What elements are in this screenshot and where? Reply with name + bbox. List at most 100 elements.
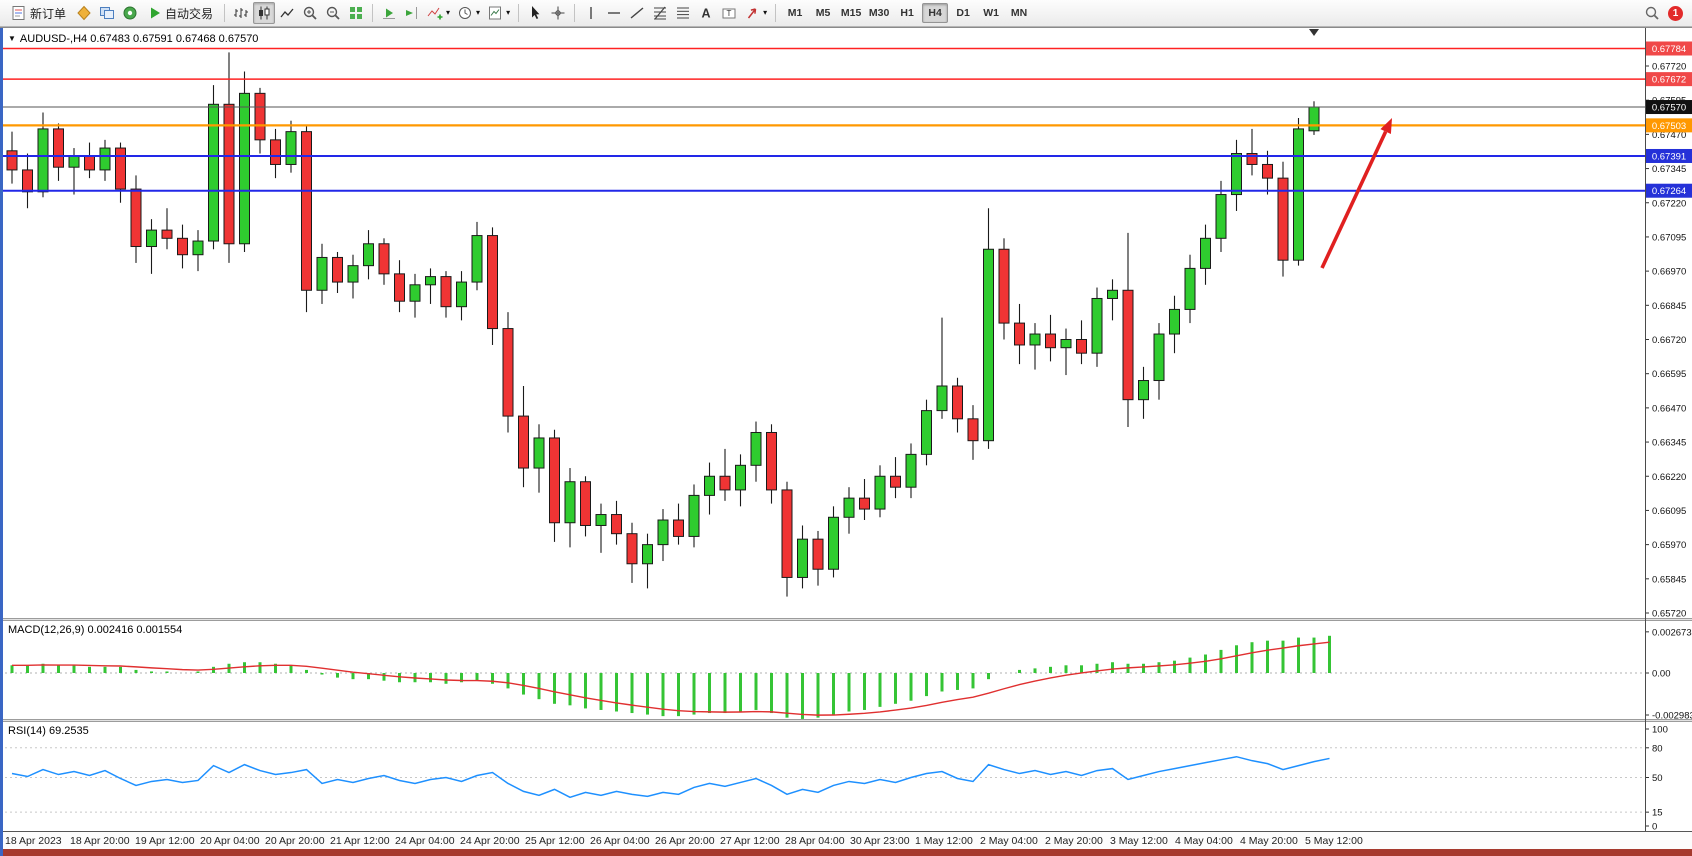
macd-signal-line <box>12 641 1330 716</box>
arrows-tool-icon <box>744 5 760 21</box>
arrows-tool-button[interactable]: ▾ <box>741 2 770 24</box>
tile-windows-button[interactable] <box>345 2 367 24</box>
cycle-lines-tool-button[interactable] <box>672 2 694 24</box>
macd-indicator-label: MACD(12,26,9) 0.002416 0.001554 <box>8 624 183 636</box>
vertical-line-tool-button[interactable] <box>580 2 602 24</box>
resistance-line-2-price-label: 0.67672 <box>1652 75 1686 86</box>
market-button[interactable] <box>73 2 95 24</box>
timeframe-button-m5[interactable]: M5 <box>815 7 831 19</box>
vertical-line-icon <box>583 5 599 21</box>
horizontal-line-tool-button[interactable] <box>603 2 625 24</box>
rsi-panel[interactable]: 100 80 50 15 0 <box>0 722 1692 831</box>
chart-title-caret[interactable]: ▼ <box>8 34 16 43</box>
line-chart-button[interactable] <box>276 2 298 24</box>
timeframe-button-w1[interactable]: W1 <box>983 7 999 19</box>
crosshair-icon <box>550 5 566 21</box>
timeframe-button-mn[interactable]: MN <box>1010 7 1028 19</box>
timeframe-button-m15[interactable]: M15 <box>840 7 862 19</box>
candle <box>580 476 591 537</box>
zoom-out-icon <box>325 5 341 21</box>
candle <box>301 126 312 313</box>
price-tick-label: 0.67345 <box>1652 164 1686 175</box>
candle <box>1138 366 1149 419</box>
price-tick-label: 0.67720 <box>1652 62 1686 73</box>
toolbar-separator <box>775 4 777 22</box>
chart-shift-button[interactable] <box>401 2 423 24</box>
candle <box>146 219 157 274</box>
candle <box>1045 314 1056 362</box>
candle <box>812 530 824 586</box>
time-axis-label: 19 Apr 12:00 <box>135 835 195 847</box>
candle <box>967 405 979 460</box>
price-tick-label: 0.66720 <box>1652 335 1686 346</box>
time-axis-label: 30 Apr 23:00 <box>850 835 910 847</box>
price-tick-label: 0.66595 <box>1652 369 1686 380</box>
autotrading-button[interactable]: 自动交易 <box>142 2 219 24</box>
candle <box>1014 303 1025 365</box>
support-line-blue-2-price-box <box>1646 183 1692 198</box>
price-tick-label: 0.67220 <box>1652 198 1686 209</box>
time-axis-label: 18 Apr 2023 <box>5 835 62 847</box>
cursor-icon <box>527 5 543 21</box>
bar-chart-button[interactable] <box>230 2 252 24</box>
candle <box>161 208 173 250</box>
time-axis-label: 18 Apr 20:00 <box>70 835 130 847</box>
chart-window: 0.677200.675950.674700.673450.672200.670… <box>0 27 1692 856</box>
text-tool-button[interactable]: A <box>695 2 717 24</box>
zoom-in-icon <box>302 5 318 21</box>
community-button[interactable] <box>119 2 141 24</box>
window-bottom-bar <box>0 849 1692 856</box>
price-tick-label: 0.66095 <box>1652 506 1686 517</box>
text-label-tool-button[interactable]: T <box>718 2 740 24</box>
periods-clock-icon <box>457 5 473 21</box>
zoom-in-button[interactable] <box>299 2 321 24</box>
trendline-tool-button[interactable] <box>626 2 648 24</box>
time-axis-label: 4 May 04:00 <box>1175 835 1233 847</box>
candle <box>626 522 638 583</box>
notification-badge[interactable]: 1 <box>1668 5 1683 21</box>
resistance-line-1-price-label: 0.67784 <box>1652 44 1686 55</box>
templates-button[interactable]: ▾ <box>484 2 513 24</box>
price-axis[interactable] <box>1645 28 1646 831</box>
trend-arrow-annotation[interactable] <box>1320 118 1392 269</box>
crosshair-button[interactable] <box>547 2 569 24</box>
main-toolbar: 新订单 自动交易 <box>0 0 1692 27</box>
autoscroll-button[interactable] <box>378 2 400 24</box>
chart-shift-marker[interactable] <box>1309 29 1319 36</box>
time-axis[interactable]: 18 Apr 2023 18 Apr 20:00 19 Apr 12:00 20 Ap… <box>0 831 1692 849</box>
candle <box>6 131 18 184</box>
price-tick-label: 0.66970 <box>1652 267 1686 278</box>
candle <box>223 52 235 263</box>
price-tick-label: 0.67470 <box>1652 130 1686 141</box>
cursor-button[interactable] <box>524 2 546 24</box>
zoom-out-button[interactable] <box>322 2 344 24</box>
candle <box>750 421 762 482</box>
timeframe-button-h1[interactable]: H1 <box>900 7 914 19</box>
candle <box>1076 320 1087 365</box>
timeframe-button-h4[interactable]: H4 <box>922 3 949 23</box>
window-separator[interactable] <box>0 618 1692 621</box>
candle <box>735 454 746 507</box>
search-button[interactable] <box>1641 2 1663 24</box>
timeframe-button-m30[interactable]: M30 <box>868 7 890 19</box>
tile-windows-icon <box>348 5 364 21</box>
price-tick-label: 0.66345 <box>1652 438 1686 449</box>
fibonacci-tool-button[interactable] <box>649 2 671 24</box>
new-order-label: 新订单 <box>30 6 67 21</box>
candle <box>270 128 281 179</box>
macd-panel[interactable]: 0.002673 0.00 -0.002983 <box>0 621 1692 719</box>
timeframe-button-d1[interactable]: D1 <box>956 7 970 19</box>
timeframe-button-m1[interactable]: M1 <box>787 7 803 19</box>
candle <box>564 468 576 548</box>
indicators-button[interactable]: ▾ <box>424 2 453 24</box>
price-chart[interactable]: 0.677200.675950.674700.673450.672200.670… <box>0 28 1692 618</box>
charts-window-button[interactable] <box>96 2 118 24</box>
periods-button[interactable]: ▾ <box>454 2 483 24</box>
new-order-button[interactable]: 新订单 <box>5 2 72 24</box>
window-separator[interactable] <box>0 719 1692 722</box>
candlestick-chart-button[interactable] <box>253 2 276 24</box>
rsi-axis-label: 15 <box>1652 808 1663 819</box>
candle <box>828 506 839 578</box>
price-tick-label: 0.65970 <box>1652 540 1686 551</box>
chart-title: ▼ AUDUSD-,H4 0.67483 0.67591 0.67468 0.6… <box>8 33 258 45</box>
